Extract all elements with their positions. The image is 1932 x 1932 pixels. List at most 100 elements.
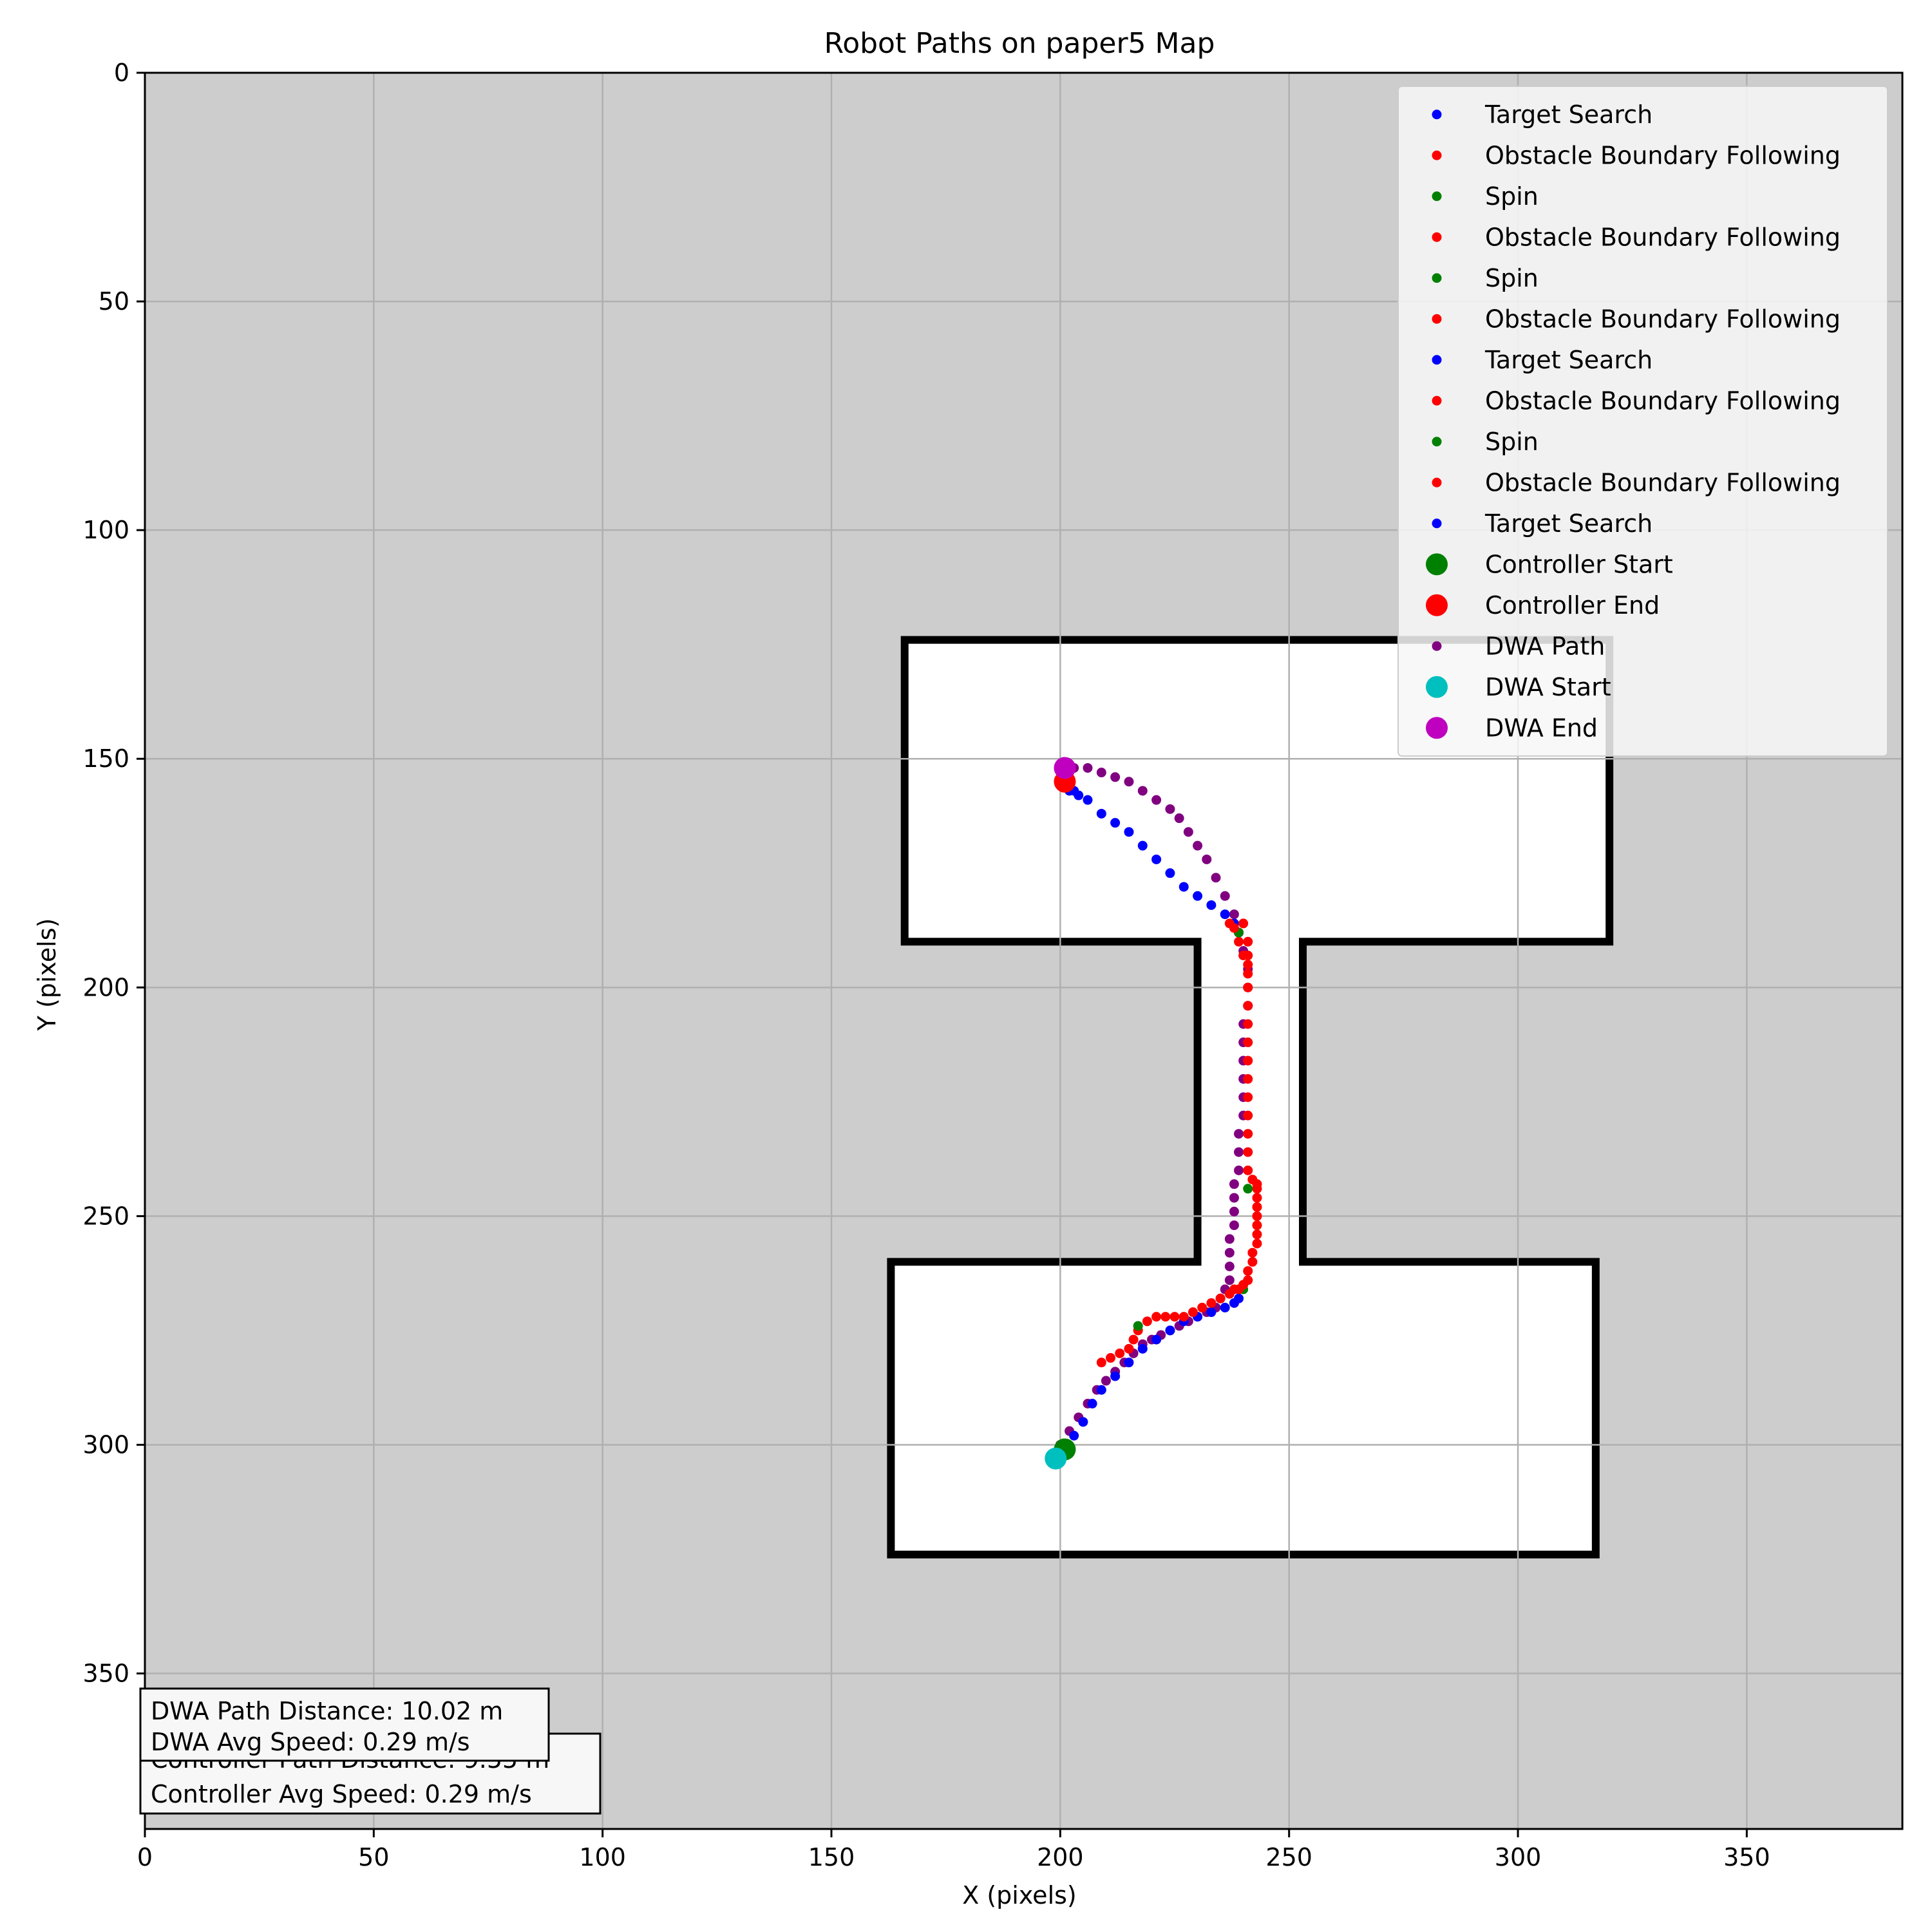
data-point bbox=[1229, 1206, 1239, 1217]
data-point bbox=[1151, 854, 1162, 864]
x-tick-label: 200 bbox=[1037, 1843, 1084, 1871]
data-point bbox=[1224, 1262, 1235, 1272]
y-tick-label: 350 bbox=[82, 1660, 129, 1688]
data-point bbox=[1252, 1229, 1262, 1240]
data-point bbox=[1243, 1037, 1253, 1048]
data-point bbox=[1165, 804, 1175, 814]
data-point bbox=[1243, 1147, 1253, 1157]
data-point bbox=[1101, 1376, 1111, 1386]
data-point bbox=[1110, 1371, 1121, 1381]
y-tick-label: 300 bbox=[82, 1430, 129, 1459]
data-point bbox=[1096, 1358, 1106, 1368]
data-point bbox=[1243, 982, 1253, 992]
data-point bbox=[1115, 1348, 1125, 1358]
dwa-distance-text: DWA Path Distance: 10.02 m bbox=[151, 1697, 503, 1725]
data-point bbox=[1193, 840, 1203, 851]
data-point bbox=[1183, 827, 1193, 837]
legend-label: Obstacle Boundary Following bbox=[1485, 305, 1841, 333]
data-point bbox=[1224, 1275, 1235, 1285]
series-target-search bbox=[1065, 786, 1239, 929]
data-point bbox=[1124, 827, 1134, 837]
legend-marker bbox=[1426, 717, 1448, 739]
data-points bbox=[1045, 757, 1262, 1470]
legend-box bbox=[1397, 86, 1888, 757]
data-point bbox=[1124, 1343, 1134, 1354]
data-point bbox=[1193, 891, 1203, 901]
legend-label: DWA Start bbox=[1485, 673, 1611, 701]
controller-speed-text: Controller Avg Speed: 0.29 m/s bbox=[151, 1780, 532, 1808]
data-point bbox=[1137, 1343, 1148, 1354]
data-point bbox=[1054, 757, 1076, 779]
data-point bbox=[1137, 840, 1148, 851]
data-point bbox=[1243, 1110, 1253, 1121]
data-point bbox=[1188, 1307, 1198, 1318]
data-point bbox=[1151, 1334, 1162, 1345]
legend-marker bbox=[1432, 641, 1442, 651]
data-point bbox=[1215, 1293, 1226, 1303]
x-tick-label: 300 bbox=[1495, 1843, 1542, 1871]
data-point bbox=[1202, 854, 1212, 864]
data-point bbox=[1243, 1165, 1253, 1175]
data-point bbox=[1234, 1293, 1244, 1303]
data-point bbox=[1124, 1358, 1134, 1368]
data-point bbox=[1243, 1129, 1253, 1139]
data-point bbox=[1243, 936, 1253, 947]
data-point bbox=[1234, 1147, 1244, 1157]
legend-label: Target Search bbox=[1484, 100, 1653, 129]
legend-label: Target Search bbox=[1484, 509, 1653, 538]
data-point bbox=[1083, 795, 1093, 805]
data-point bbox=[1110, 772, 1121, 782]
data-point bbox=[1179, 1312, 1189, 1322]
data-point bbox=[1238, 918, 1249, 929]
legend-label: Spin bbox=[1485, 264, 1539, 292]
data-point bbox=[1206, 1307, 1217, 1318]
data-point bbox=[1197, 1302, 1208, 1312]
legend-label: DWA End bbox=[1485, 714, 1598, 742]
data-point bbox=[1124, 777, 1134, 787]
data-point bbox=[1165, 868, 1175, 878]
legend-marker bbox=[1432, 150, 1442, 160]
data-point bbox=[1243, 1184, 1253, 1194]
data-point bbox=[1247, 1247, 1258, 1258]
x-tick-label: 250 bbox=[1265, 1843, 1312, 1871]
data-point bbox=[1170, 1312, 1180, 1322]
data-point bbox=[1243, 969, 1253, 979]
legend-marker bbox=[1432, 477, 1442, 488]
x-axis-label: X (pixels) bbox=[962, 1881, 1077, 1909]
data-point bbox=[1096, 768, 1106, 778]
data-point bbox=[1252, 1202, 1262, 1212]
data-point bbox=[1224, 918, 1235, 929]
data-point bbox=[1243, 1275, 1253, 1285]
data-point bbox=[1174, 813, 1184, 824]
data-point bbox=[1165, 1325, 1175, 1336]
data-point bbox=[1234, 1129, 1244, 1139]
data-point bbox=[1220, 1302, 1230, 1312]
data-point bbox=[1128, 1334, 1139, 1345]
legend-label: DWA Path bbox=[1485, 632, 1605, 660]
data-point bbox=[1234, 1165, 1244, 1175]
legend-marker bbox=[1432, 355, 1442, 365]
dwa-speed-text: DWA Avg Speed: 0.29 m/s bbox=[151, 1728, 470, 1756]
data-point bbox=[1243, 1001, 1253, 1011]
axis-ticks: 0 50 100 150 200 250 300 350 0 50 100 150 200 250 300 3… bbox=[82, 59, 1770, 1871]
legend-label: Spin bbox=[1485, 182, 1539, 211]
data-point bbox=[1078, 1417, 1088, 1427]
data-point bbox=[1243, 1056, 1253, 1066]
y-tick-label: 100 bbox=[82, 516, 129, 544]
series-dwa-end bbox=[1054, 757, 1076, 779]
legend-marker bbox=[1432, 314, 1442, 324]
legend-label: Obstacle Boundary Following bbox=[1485, 223, 1841, 251]
x-tick-label: 50 bbox=[358, 1843, 389, 1871]
data-point bbox=[1243, 1266, 1253, 1276]
y-tick-label: 200 bbox=[82, 973, 129, 1001]
data-point bbox=[1045, 1447, 1067, 1470]
data-point bbox=[1110, 818, 1121, 828]
data-point bbox=[1252, 1220, 1262, 1231]
legend-marker bbox=[1432, 232, 1442, 242]
data-point bbox=[1096, 1385, 1106, 1395]
series-obstacle-boundary-following bbox=[1243, 936, 1258, 1185]
series-spin bbox=[1243, 1184, 1253, 1194]
legend-label: Obstacle Boundary Following bbox=[1485, 468, 1841, 497]
data-point bbox=[1211, 873, 1221, 883]
legend-marker bbox=[1432, 437, 1442, 447]
